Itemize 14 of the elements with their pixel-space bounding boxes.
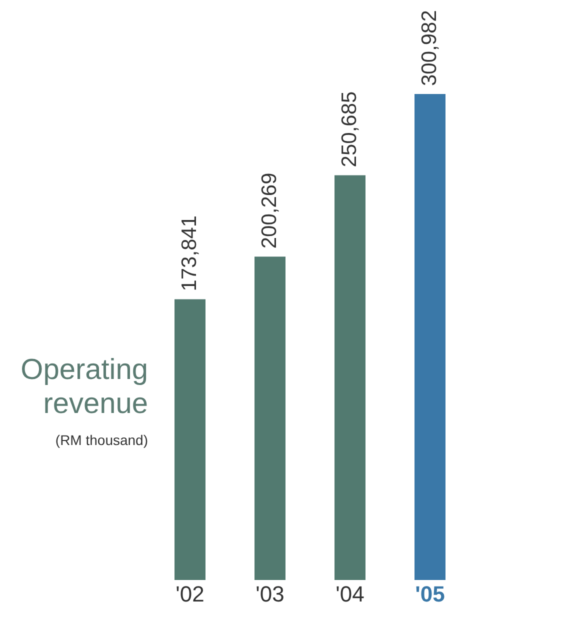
text: Operating revenue [20, 354, 148, 420]
data-label: 173,841 [178, 215, 201, 292]
x-tick-label: '03 [256, 582, 284, 606]
data-label: 250,685 [338, 91, 361, 168]
data-label: 200,269 [258, 172, 281, 249]
x-tick-label: '04 [336, 582, 364, 606]
x-tick-label: '05 [415, 582, 445, 606]
bar [254, 256, 286, 580]
bar [334, 175, 366, 580]
data-label: 300,982 [418, 10, 441, 86]
x-tick-label: '02 [176, 582, 204, 606]
bar [414, 94, 446, 580]
bar [174, 299, 206, 580]
text: (RM thousand) [55, 432, 148, 448]
